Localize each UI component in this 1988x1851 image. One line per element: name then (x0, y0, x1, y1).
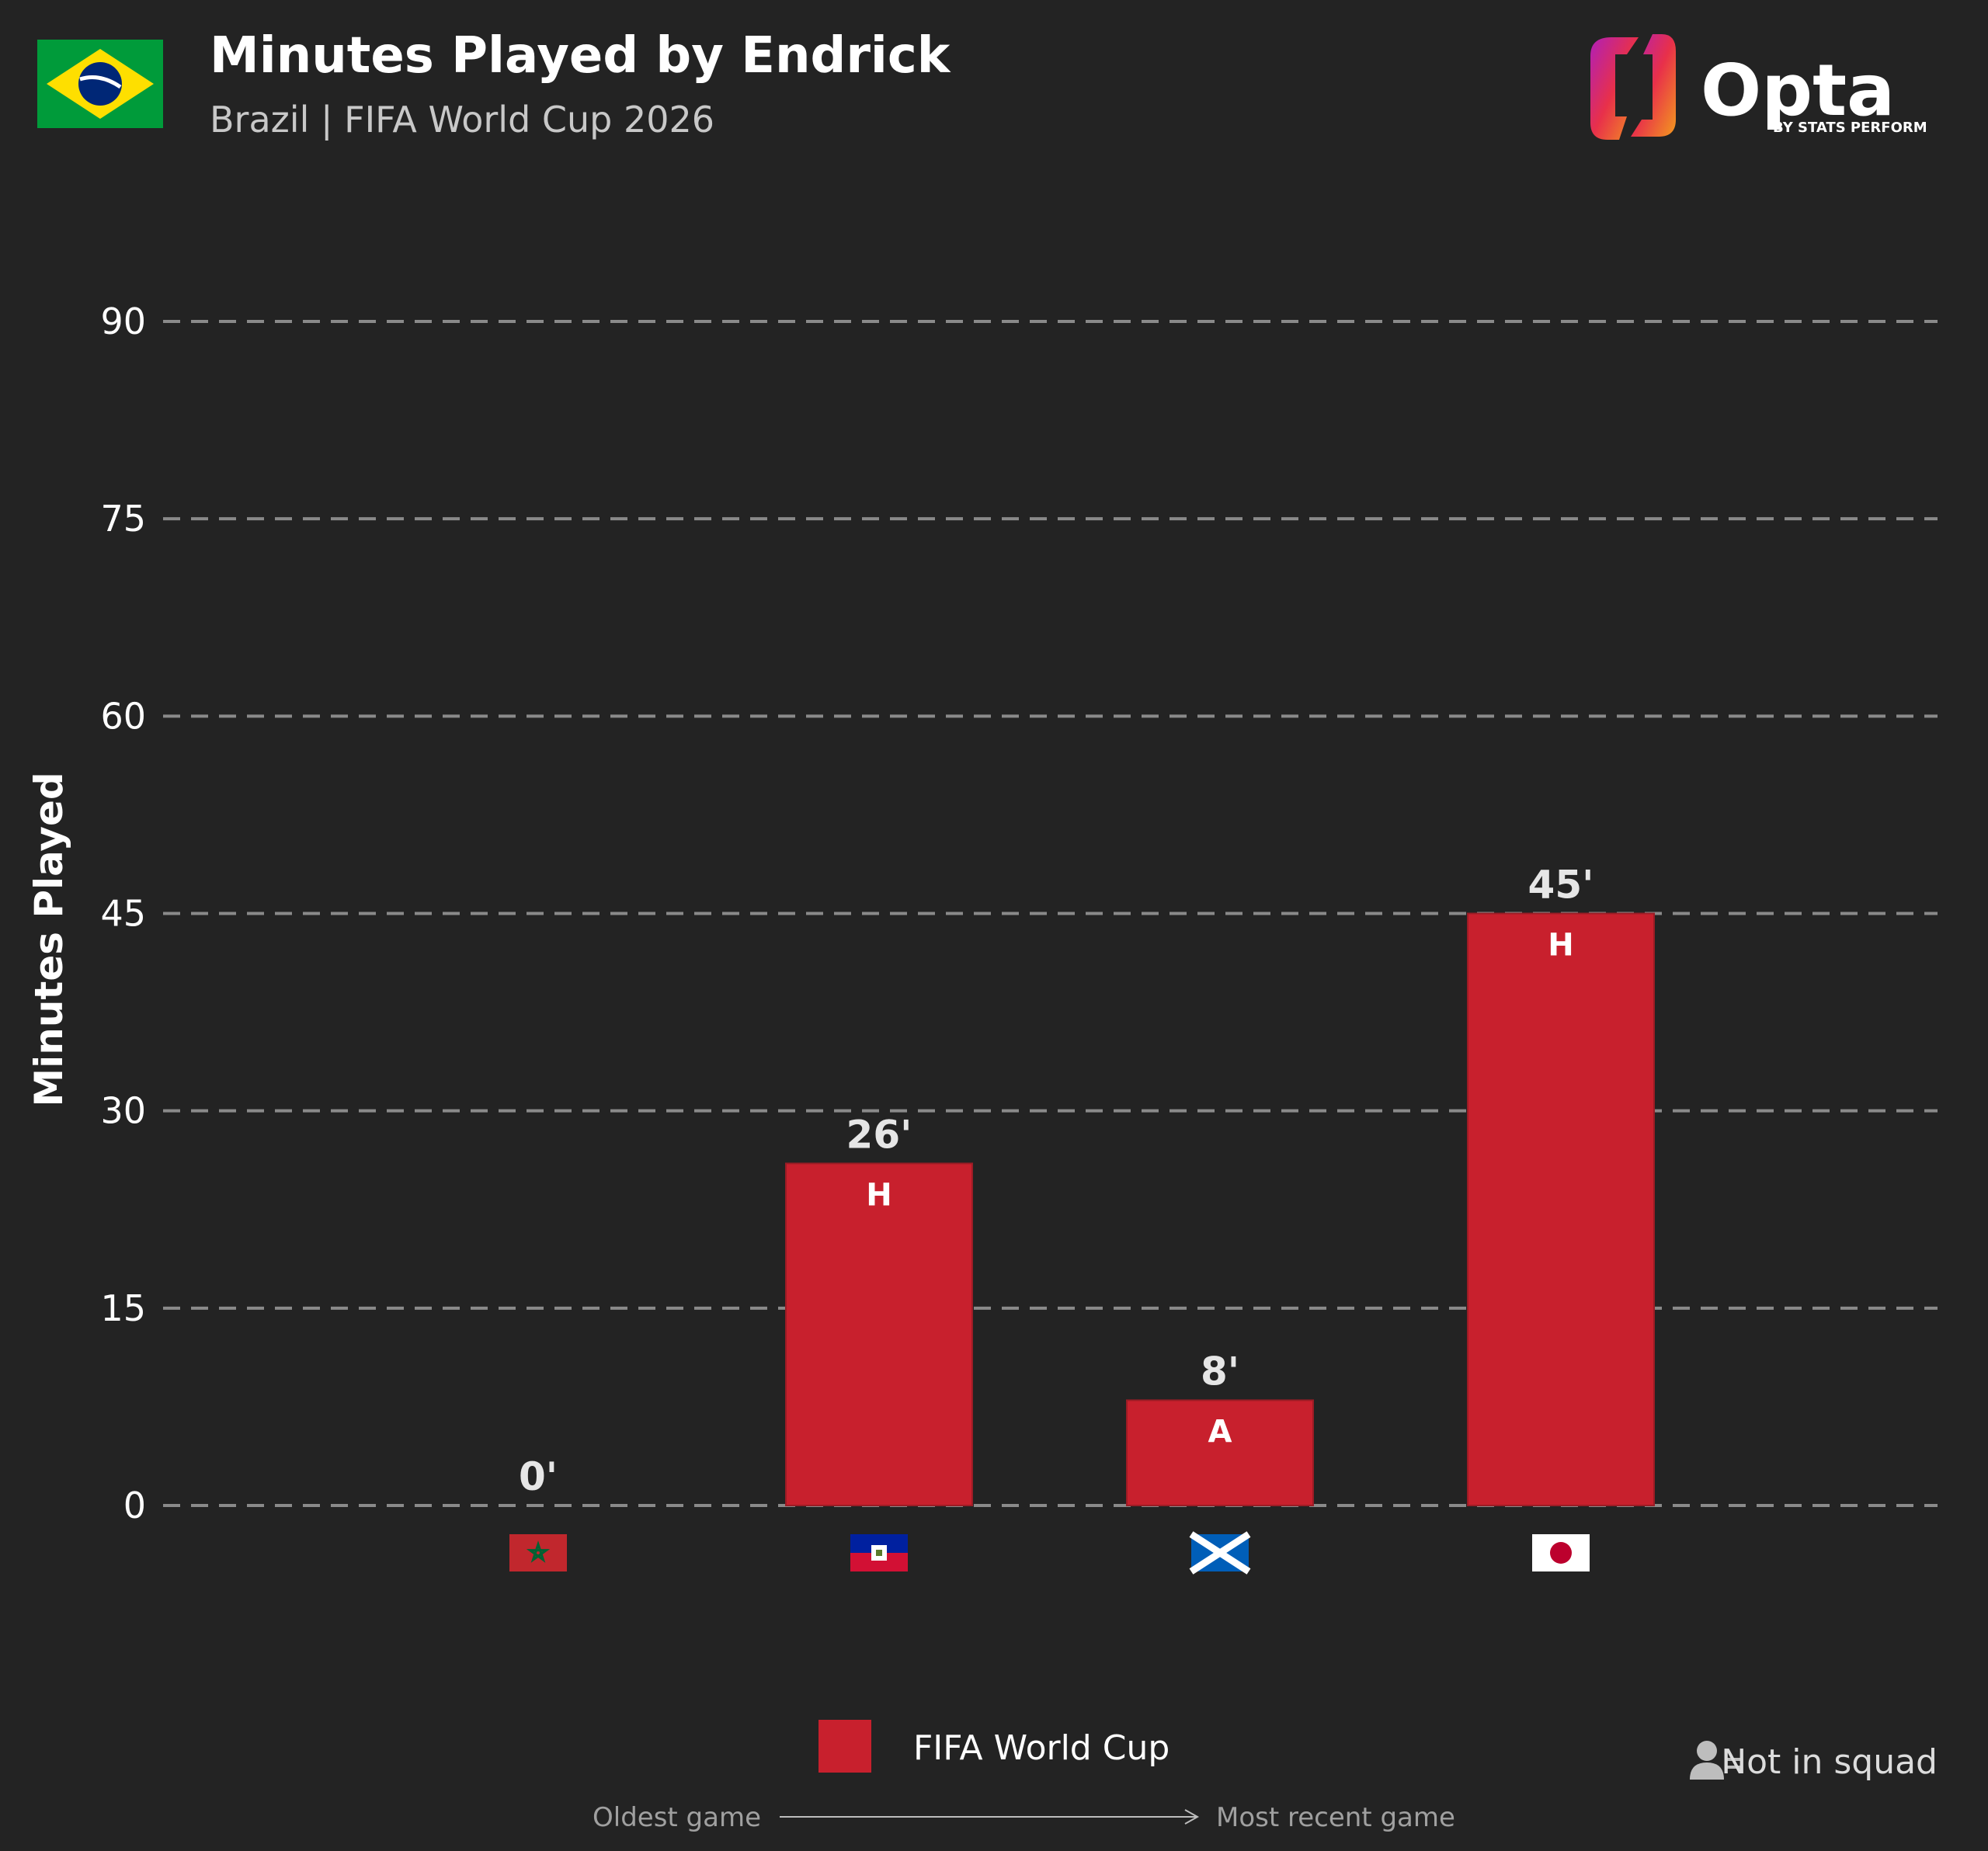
haiti-flag-icon (850, 1534, 908, 1571)
person-minus-icon (1690, 1741, 1741, 1780)
oldest-game-label: Oldest game (593, 1802, 761, 1833)
bar-value-label: 8' (1201, 1349, 1239, 1394)
legend-label: FIFA World Cup (913, 1728, 1170, 1768)
opta-logo-text: Opta (1701, 49, 1895, 132)
bar-value-label: 26' (846, 1112, 912, 1157)
bar-venue-label: H (866, 1177, 891, 1213)
chart-title: Minutes Played by Endrick (210, 27, 951, 85)
scotland-flag-icon (1189, 1531, 1251, 1575)
morocco-flag-icon (509, 1534, 567, 1571)
y-tick-label: 0 (123, 1485, 146, 1526)
bar-venue-label: H (1548, 928, 1573, 964)
timeline-arrow (780, 1809, 1200, 1825)
opta-logo-subtext: BY STATS PERFORM (1773, 120, 1927, 136)
bar-value-label: 45' (1528, 863, 1594, 908)
y-tick-label: 45 (100, 893, 146, 935)
legend-swatch (818, 1720, 871, 1773)
bar-venue-label: A (1208, 1414, 1232, 1450)
y-tick-label: 60 (100, 695, 146, 737)
y-axis-label: Minutes Played (26, 772, 71, 1106)
bar (1467, 912, 1655, 1506)
bar (785, 1162, 973, 1506)
not-in-squad-label: Not in squad (1721, 1742, 1938, 1782)
y-tick-label: 75 (100, 498, 146, 540)
opta-logo: Opta BY STATS PERFORM (1590, 34, 1927, 140)
japan-flag-icon (1532, 1534, 1590, 1571)
chart-subtitle: Brazil | FIFA World Cup 2026 (210, 99, 714, 141)
brazil-flag-icon (37, 40, 163, 128)
bar (1126, 1399, 1314, 1507)
y-tick-label: 15 (100, 1287, 146, 1329)
y-tick-label: 30 (100, 1090, 146, 1132)
most-recent-game-label: Most recent game (1216, 1802, 1455, 1833)
bar-value-label: 0' (519, 1454, 558, 1499)
y-tick-label: 90 (100, 300, 146, 342)
